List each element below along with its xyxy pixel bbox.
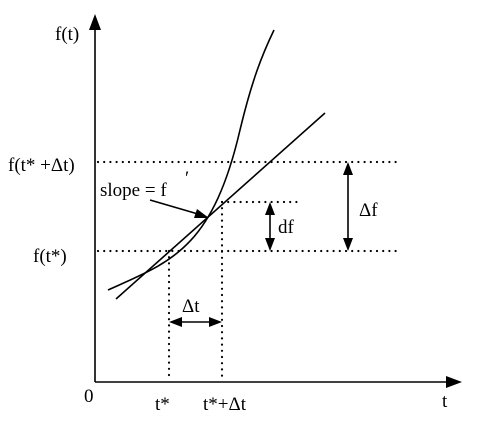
function-curve (107, 29, 275, 291)
delta-f-arrowhead-bottom (343, 238, 353, 251)
slope-pointer-line (149, 199, 199, 215)
df-label: df (278, 217, 295, 238)
x-label-right: t*+Δt (203, 394, 247, 415)
df-arrowhead-top (265, 202, 275, 215)
y-axis-arrowhead (89, 14, 101, 30)
x-axis-arrowhead (446, 376, 462, 388)
x-axis-label: t (442, 391, 448, 412)
delta-f-arrowhead-top (343, 162, 353, 175)
delta-t-label: Δt (182, 296, 200, 317)
df-arrowhead-bottom (265, 238, 275, 251)
slope-prime-mark: ′ (185, 168, 189, 189)
slope-pointer-arrowhead (194, 209, 209, 218)
delta-f-label: Δf (359, 200, 378, 221)
y-label-lower: f(t*) (33, 246, 67, 267)
y-label-upper: f(t* +Δt) (8, 155, 75, 176)
delta-t-arrowhead-left (169, 317, 182, 327)
tangent-line (115, 112, 326, 300)
y-axis-label: f(t) (55, 24, 79, 45)
slope-label: slope = f (100, 180, 167, 201)
origin-label: 0 (84, 386, 94, 407)
x-label-left: t* (155, 394, 170, 415)
delta-t-arrowhead-right (209, 317, 222, 327)
